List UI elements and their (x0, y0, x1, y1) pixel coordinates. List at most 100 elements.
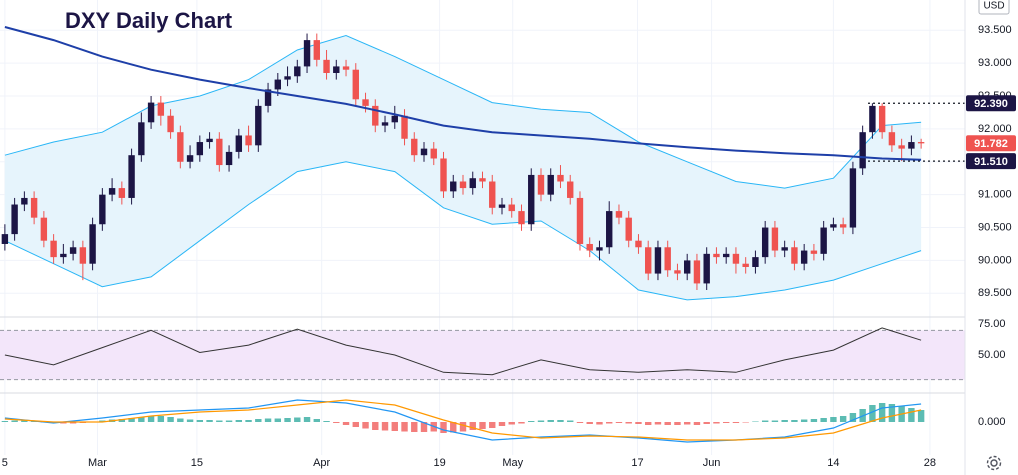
candle-body (430, 148, 437, 159)
candle-body (645, 247, 652, 274)
macd-histogram-bar (313, 419, 320, 422)
candle-body (79, 247, 87, 264)
macd-histogram-bar (118, 419, 126, 422)
candle-body (342, 66, 350, 70)
macd-histogram-bar (284, 418, 291, 422)
candle-body (459, 181, 467, 189)
price-tag-label: 92.390 (974, 98, 1008, 110)
candle-body (469, 178, 476, 189)
macd-histogram-bar (216, 420, 223, 422)
candle-body (898, 145, 905, 149)
candle-body (1, 234, 9, 244)
macd-histogram-bar (849, 413, 857, 422)
y-tick-label: 92.000 (978, 123, 1012, 135)
candle-body (908, 142, 915, 149)
candle-body (528, 174, 535, 225)
y-tick-label: 89.500 (978, 287, 1012, 299)
candle-body (878, 105, 886, 133)
candle-body (294, 66, 301, 77)
candle-body (264, 89, 272, 106)
candle-body (21, 197, 28, 205)
candle-body (118, 188, 126, 198)
candle-body (99, 194, 106, 225)
macd-histogram-bar (186, 419, 194, 422)
candle-body (177, 132, 184, 162)
macd-histogram-bar (830, 417, 837, 422)
macd-histogram-bar (557, 420, 564, 422)
candle-body (108, 188, 116, 195)
macd-histogram-bar (30, 421, 38, 422)
candle-body (303, 40, 311, 67)
macd-histogram-bar (606, 422, 613, 424)
candle-body (761, 227, 769, 258)
macd-histogram-bar (683, 422, 691, 425)
macd-histogram-bar (528, 421, 535, 422)
macd-histogram-bar (196, 420, 204, 422)
chart-title: DXY Daily Chart (65, 8, 233, 33)
macd-histogram-bar (450, 422, 457, 433)
macd-histogram-bar (60, 422, 67, 424)
currency[interactable]: USD (983, 1, 1004, 12)
candle-body (128, 155, 135, 198)
candle-body (313, 40, 320, 60)
candle-body (839, 224, 847, 228)
candle-body (849, 168, 857, 228)
macd-histogram-bar (674, 422, 681, 425)
currency-box[interactable] (978, 0, 1010, 15)
macd-histogram-bar (11, 420, 18, 422)
macd-line (4, 399, 922, 443)
candle-body (615, 211, 623, 218)
candle-body (693, 260, 701, 284)
macd-histogram-bar (206, 420, 213, 422)
macd-histogram-bar (352, 422, 359, 427)
macd-histogram-bar (508, 422, 515, 425)
candle-body (381, 122, 389, 126)
macd-histogram-bar (362, 422, 369, 429)
macd-histogram-bar (303, 417, 311, 422)
macd-histogram-bar (693, 422, 701, 425)
macd-histogram-bar (810, 419, 818, 422)
macd-histogram-bar (635, 422, 642, 424)
macd-histogram-bar (547, 420, 554, 422)
settings-icon[interactable] (986, 455, 1002, 471)
macd-histogram-bar (576, 422, 584, 423)
rsi-line (4, 327, 922, 376)
macd-histogram-bar (615, 422, 623, 423)
macd-histogram-bar (147, 416, 155, 422)
candle-body (362, 99, 369, 106)
candle-body (372, 105, 379, 126)
macd-histogram-bar (225, 420, 233, 422)
candle-body (537, 174, 545, 195)
rsi-fill (0, 330, 965, 380)
macd-histogram-bar (654, 422, 662, 425)
price-tag (966, 95, 1016, 112)
x-tick-label: 17 (631, 457, 643, 469)
y-tick-label: 90.000 (978, 254, 1012, 266)
y-tick-label: 93.000 (978, 57, 1012, 69)
candle-body (800, 250, 808, 264)
candle-body (333, 66, 340, 73)
macd-histogram-bar (596, 422, 603, 425)
candle-body (69, 247, 77, 254)
macd-histogram-bar (761, 420, 769, 422)
x-tick-label: Apr (313, 457, 330, 469)
macd-histogram-bar (567, 420, 574, 422)
candle-body (820, 227, 827, 254)
candle-body (411, 138, 418, 156)
x-tick-label: 14 (827, 457, 839, 469)
candle-body (284, 76, 291, 80)
price-tag-label: 91.510 (974, 156, 1008, 168)
candle-body (440, 158, 447, 192)
macd-histogram-bar (664, 422, 671, 425)
band-lower (4, 161, 922, 301)
macd-histogram-bar (99, 420, 106, 422)
candle-body (323, 59, 330, 73)
candle-body (206, 138, 213, 143)
candle-body (40, 217, 48, 241)
candle-body (235, 135, 243, 152)
candle-body (557, 174, 564, 182)
macd-histogram-bar (69, 422, 77, 424)
candle-body (167, 115, 174, 133)
plot (0, 0, 965, 455)
